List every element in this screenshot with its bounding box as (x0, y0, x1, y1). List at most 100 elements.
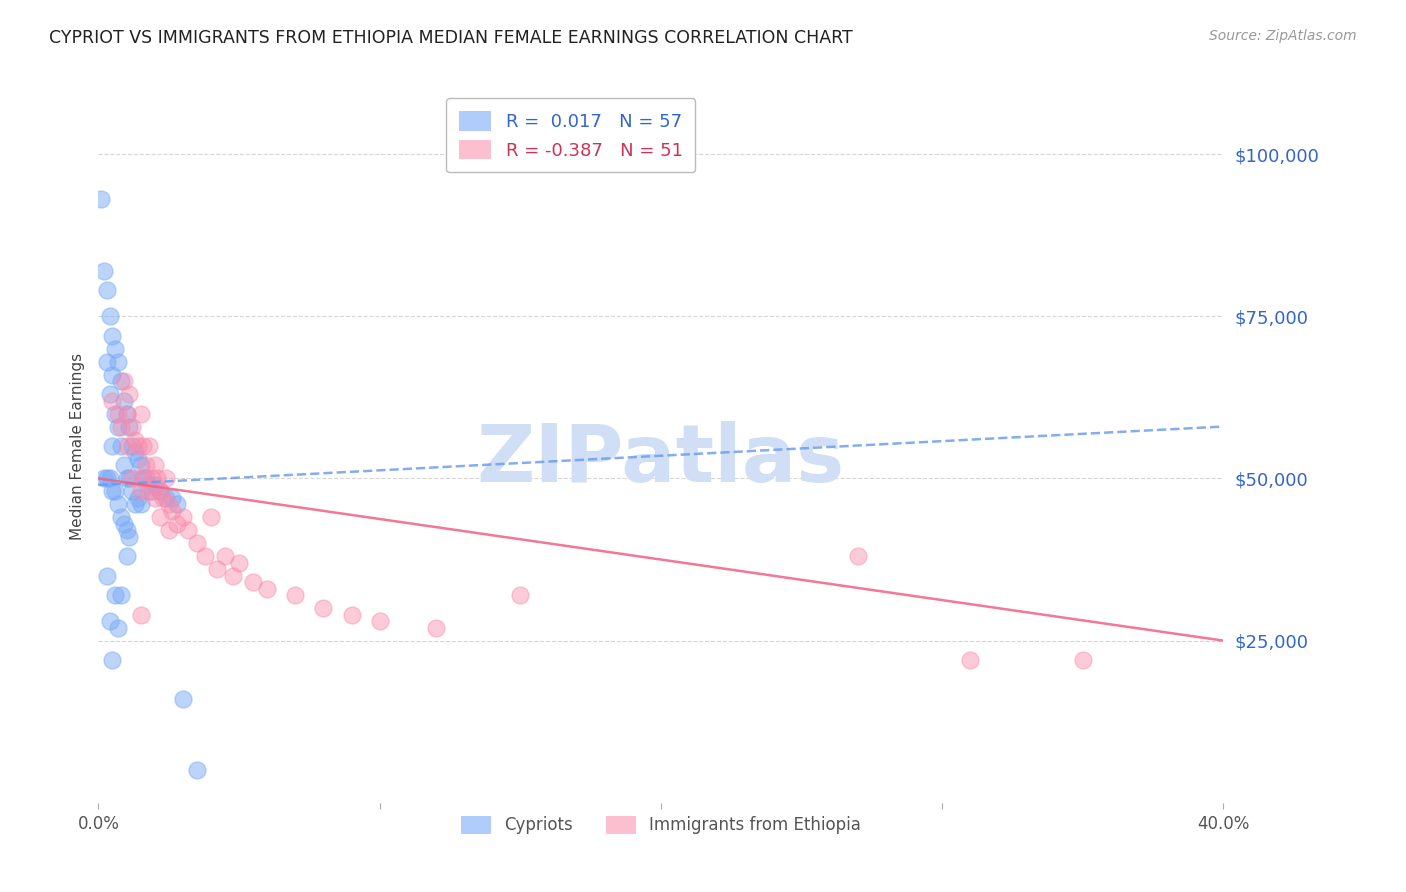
Point (129, 458, 152, 473)
Point (155, 491, 177, 505)
Point (107, 621, 129, 635)
Text: Source: ZipAtlas.com: Source: ZipAtlas.com (1209, 29, 1357, 44)
Point (101, 653, 124, 667)
Point (132, 439, 155, 453)
Text: ZIPatlas: ZIPatlas (477, 421, 845, 500)
Point (127, 452, 149, 467)
Point (118, 419, 141, 434)
Point (200, 510, 222, 524)
Point (132, 471, 155, 485)
Point (186, 536, 208, 550)
Point (157, 497, 180, 511)
Point (98, 471, 121, 485)
Point (124, 445, 146, 459)
Point (205, 562, 228, 576)
Point (1071, 653, 1094, 667)
Point (118, 471, 141, 485)
Point (107, 497, 129, 511)
Point (256, 582, 278, 596)
Point (135, 471, 157, 485)
Point (110, 374, 132, 388)
Point (138, 484, 160, 499)
Point (115, 407, 138, 421)
Point (118, 387, 141, 401)
Point (129, 484, 152, 499)
Point (172, 692, 194, 706)
Point (96, 568, 118, 582)
Point (124, 433, 146, 447)
Point (157, 524, 180, 538)
Point (90, 193, 112, 207)
Point (177, 524, 200, 538)
Point (143, 458, 166, 473)
Point (166, 516, 188, 531)
Point (959, 653, 981, 667)
Point (340, 607, 363, 622)
Point (312, 601, 335, 615)
Point (115, 407, 138, 421)
Point (132, 471, 155, 485)
Point (118, 530, 141, 544)
Point (138, 478, 160, 492)
Point (115, 439, 138, 453)
Point (368, 614, 391, 628)
Point (115, 524, 138, 538)
Point (127, 439, 149, 453)
Point (242, 575, 264, 590)
Point (509, 588, 531, 602)
Point (104, 407, 127, 421)
Point (112, 458, 135, 473)
Point (110, 510, 132, 524)
Point (115, 549, 138, 564)
Point (143, 491, 166, 505)
Point (194, 549, 217, 564)
Point (127, 491, 149, 505)
Point (101, 484, 124, 499)
Point (214, 549, 236, 564)
Point (96, 354, 118, 368)
Point (129, 607, 152, 622)
Point (110, 419, 132, 434)
Point (141, 471, 163, 485)
Point (186, 764, 208, 778)
Point (107, 354, 129, 368)
Point (121, 439, 143, 453)
Point (155, 471, 177, 485)
Point (138, 439, 160, 453)
Point (135, 458, 157, 473)
Point (112, 374, 135, 388)
Point (121, 419, 143, 434)
Point (101, 439, 124, 453)
Point (124, 497, 146, 511)
Point (228, 556, 250, 570)
Point (107, 419, 129, 434)
Point (93, 471, 115, 485)
Point (112, 393, 135, 408)
Point (129, 407, 152, 421)
Point (104, 484, 127, 499)
Point (110, 439, 132, 453)
Point (112, 516, 135, 531)
Point (152, 491, 174, 505)
Point (425, 621, 447, 635)
Point (149, 510, 172, 524)
Point (149, 484, 172, 499)
Point (96, 471, 118, 485)
Point (98, 614, 121, 628)
Point (101, 328, 124, 343)
Point (115, 471, 138, 485)
Point (222, 568, 245, 582)
Point (146, 471, 169, 485)
Point (104, 588, 127, 602)
Point (141, 484, 163, 499)
Y-axis label: Median Female Earnings: Median Female Earnings (70, 352, 86, 540)
Point (104, 342, 127, 356)
Point (160, 504, 183, 518)
Text: CYPRIOT VS IMMIGRANTS FROM ETHIOPIA MEDIAN FEMALE EARNINGS CORRELATION CHART: CYPRIOT VS IMMIGRANTS FROM ETHIOPIA MEDI… (49, 29, 853, 47)
Point (107, 407, 129, 421)
Point (96, 283, 118, 297)
Point (172, 510, 194, 524)
Legend: Cypriots, Immigrants from Ethiopia: Cypriots, Immigrants from Ethiopia (454, 809, 868, 841)
Point (143, 478, 166, 492)
Point (98, 387, 121, 401)
